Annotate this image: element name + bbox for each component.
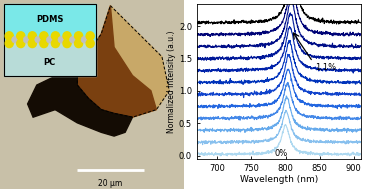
Circle shape	[5, 32, 13, 40]
X-axis label: Wavelength (nm): Wavelength (nm)	[240, 175, 318, 184]
Circle shape	[46, 36, 53, 43]
Bar	[4, 40, 96, 76]
Circle shape	[58, 36, 64, 43]
Text: PDMS: PDMS	[36, 15, 63, 24]
Circle shape	[35, 36, 42, 43]
Circle shape	[23, 36, 30, 43]
Circle shape	[5, 39, 13, 48]
Bar	[4, 4, 96, 40]
Circle shape	[81, 36, 88, 43]
Circle shape	[17, 39, 25, 48]
Circle shape	[70, 36, 76, 43]
Polygon shape	[55, 66, 132, 136]
Circle shape	[63, 39, 71, 48]
Y-axis label: Normalized Intensity (a.u.): Normalized Intensity (a.u.)	[167, 30, 176, 132]
Circle shape	[75, 32, 83, 40]
Circle shape	[75, 39, 83, 48]
Circle shape	[28, 39, 36, 48]
Polygon shape	[28, 66, 77, 117]
Polygon shape	[77, 6, 156, 117]
Circle shape	[52, 32, 60, 40]
Circle shape	[86, 39, 94, 48]
Circle shape	[52, 39, 60, 48]
Circle shape	[28, 32, 36, 40]
Circle shape	[40, 32, 48, 40]
Circle shape	[40, 39, 48, 48]
Circle shape	[12, 36, 18, 43]
Text: 0%: 0%	[274, 149, 287, 158]
Text: PC: PC	[43, 58, 56, 67]
Bar	[4, 4, 96, 76]
Circle shape	[86, 32, 94, 40]
Text: 1.1%: 1.1%	[315, 63, 336, 72]
Text: 20 μm: 20 μm	[98, 179, 123, 188]
Circle shape	[63, 32, 71, 40]
Polygon shape	[77, 6, 169, 117]
Circle shape	[17, 32, 25, 40]
